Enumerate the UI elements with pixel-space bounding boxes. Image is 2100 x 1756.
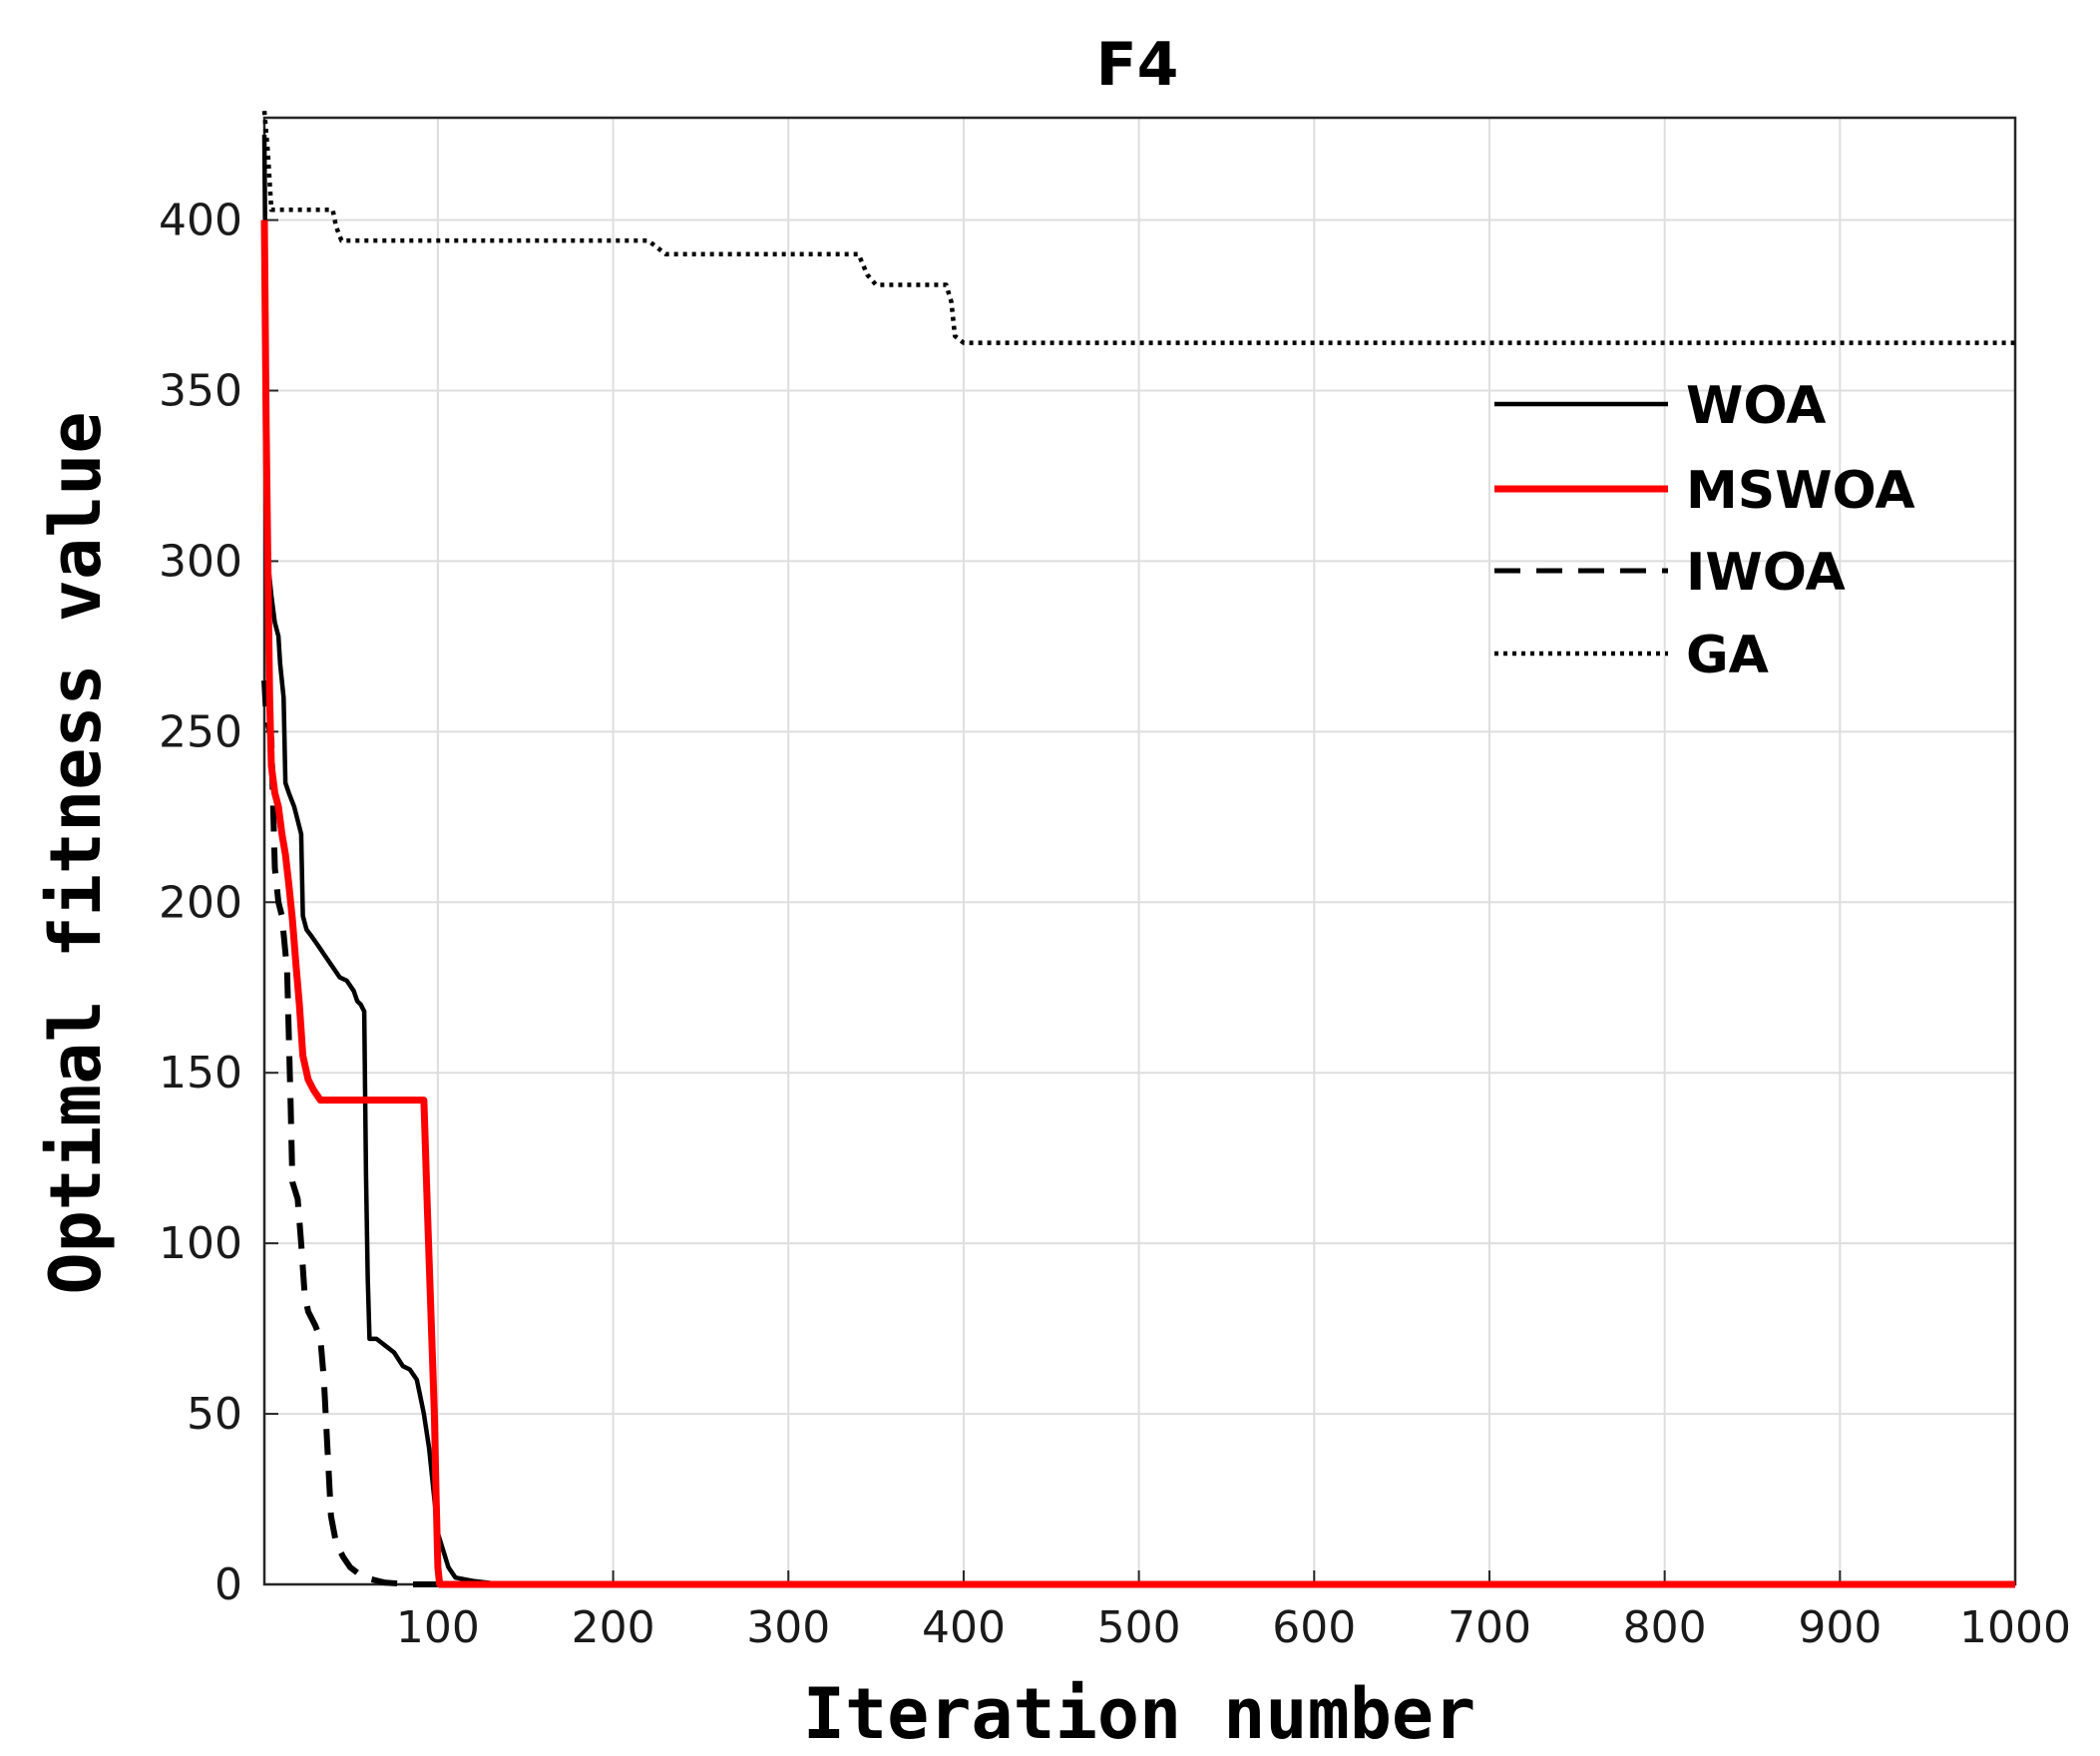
x-tick-labels: 100 200 300 400 500 600 700 800 900 1000 [396, 1570, 2071, 1653]
y-tick-labels: 0 50 100 150 200 250 300 350 400 [159, 196, 278, 1610]
x-tick-label: 300 [746, 1602, 830, 1653]
x-tick-label: 900 [1798, 1602, 1882, 1653]
legend: WOA MSWOA IWOA GA [1494, 376, 1915, 685]
y-tick-label: 100 [159, 1218, 242, 1269]
grid [264, 118, 2016, 1585]
x-tick-label: 500 [1097, 1602, 1181, 1653]
y-tick-label: 150 [159, 1048, 242, 1098]
y-tick-label: 250 [159, 706, 242, 757]
series-line-mswoa [260, 220, 2015, 1588]
y-tick-label: 200 [159, 877, 242, 928]
y-tick-label: 300 [159, 536, 242, 587]
x-axis-label: Iteration number [803, 1673, 1475, 1755]
y-tick-label: 350 [159, 365, 242, 416]
x-tick-label: 400 [922, 1602, 1006, 1653]
y-tick-label: 0 [214, 1559, 242, 1610]
legend-label-ga: GA [1686, 626, 1769, 685]
x-tick-label: 200 [572, 1602, 655, 1653]
y-tick-label: 400 [159, 196, 242, 246]
legend-label-woa: WOA [1686, 376, 1826, 436]
y-tick-label: 50 [187, 1389, 242, 1440]
x-tick-label: 700 [1448, 1602, 1531, 1653]
x-tick-label: 600 [1272, 1602, 1356, 1653]
x-tick-label: 1000 [1959, 1602, 2071, 1653]
series-line-ga [261, 111, 2015, 345]
x-tick-label: 100 [396, 1602, 480, 1653]
x-tick-label: 800 [1623, 1602, 1707, 1653]
legend-label-mswoa: MSWOA [1686, 461, 1915, 521]
legend-label-iwoa: IWOA [1686, 543, 1846, 603]
chart-title: F4 [1096, 30, 1179, 100]
y-axis-label: Optimal fitness value [35, 411, 117, 1294]
series-lines [260, 111, 2015, 1588]
series-line-iwoa [261, 679, 2015, 1587]
